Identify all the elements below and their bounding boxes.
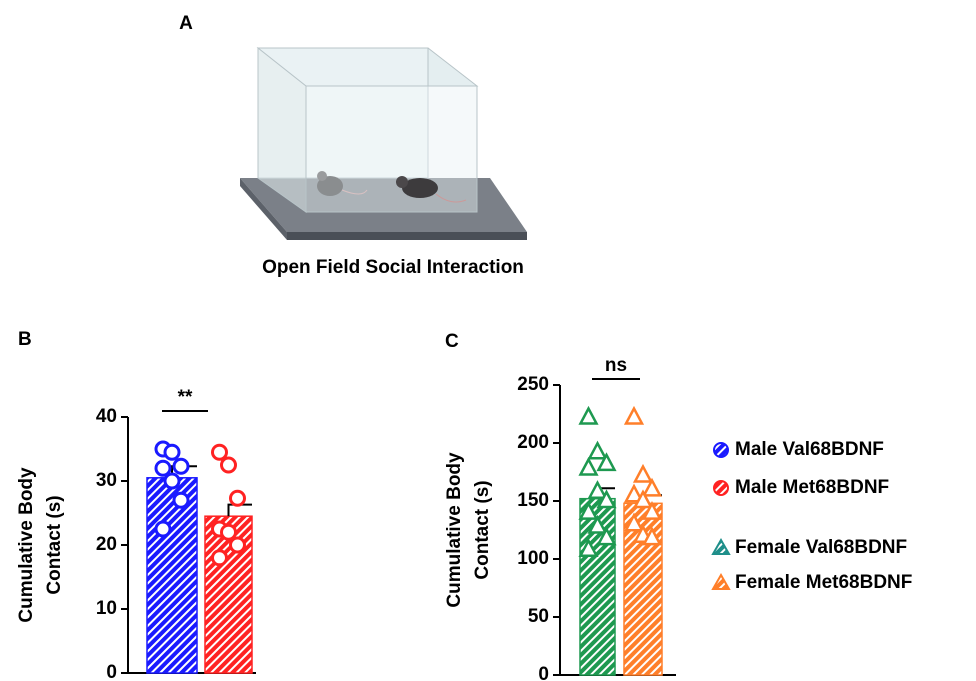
data-point <box>635 466 651 481</box>
legend-label: Female Val68BDNF <box>735 537 907 558</box>
data-point <box>581 460 597 475</box>
mouse-head <box>396 176 408 188</box>
legend-marker <box>714 443 728 457</box>
open-field-illustration <box>240 48 527 240</box>
legend-marker <box>714 481 728 495</box>
data-point <box>222 525 236 539</box>
floor-edge <box>287 232 527 240</box>
significance-label: ** <box>178 387 193 408</box>
y-tick-label: 10 <box>96 598 117 619</box>
data-point <box>174 459 188 473</box>
data-point <box>213 551 227 565</box>
y-tick-label: 30 <box>96 470 117 491</box>
data-point <box>231 491 245 505</box>
legend-marker <box>713 575 729 589</box>
data-point <box>590 443 606 458</box>
y-tick-label: 50 <box>528 606 549 627</box>
data-point <box>222 458 236 472</box>
data-point <box>156 522 170 536</box>
y-tick-label: 100 <box>517 548 549 569</box>
y-tick-label: 200 <box>517 432 549 453</box>
data-point <box>626 408 642 423</box>
legend-marker <box>713 540 729 554</box>
y-axis-label: Cumulative Body <box>444 452 465 608</box>
legend-label: Male Val68BDNF <box>735 439 884 460</box>
data-point <box>213 445 227 459</box>
y-tick-label: 40 <box>96 406 117 427</box>
bar-group <box>580 408 615 675</box>
data-point <box>581 408 597 423</box>
legend-label: Female Met68BDNF <box>735 572 912 593</box>
panel-label: C <box>445 331 459 352</box>
y-tick-label: 20 <box>96 534 117 555</box>
legend-label: Male Met68BDNF <box>735 477 889 498</box>
y-axis-label: Contact (s) <box>472 480 493 579</box>
y-tick-label: 150 <box>517 490 549 511</box>
bar <box>147 478 197 673</box>
figure: A Open Field Social Interaction B Cumulat… <box>0 0 976 681</box>
data-point <box>165 445 179 459</box>
y-tick-label: 0 <box>538 664 549 681</box>
data-point <box>156 461 170 475</box>
significance-label: ns <box>605 355 627 376</box>
data-point <box>590 483 606 498</box>
panel-label: A <box>179 13 193 34</box>
bar-group <box>147 442 197 673</box>
caption: Open Field Social Interaction <box>262 257 524 278</box>
y-tick-label: 250 <box>517 374 549 395</box>
bar-group <box>624 408 662 675</box>
data-point <box>165 474 179 488</box>
data-point <box>231 538 245 552</box>
bar-group <box>205 445 252 673</box>
y-axis-label: Contact (s) <box>44 495 65 594</box>
y-axis-label: Cumulative Body <box>16 467 37 623</box>
data-point <box>174 493 188 507</box>
y-tick-label: 0 <box>106 662 117 681</box>
box-front <box>306 86 477 212</box>
panel-label: B <box>18 329 32 350</box>
